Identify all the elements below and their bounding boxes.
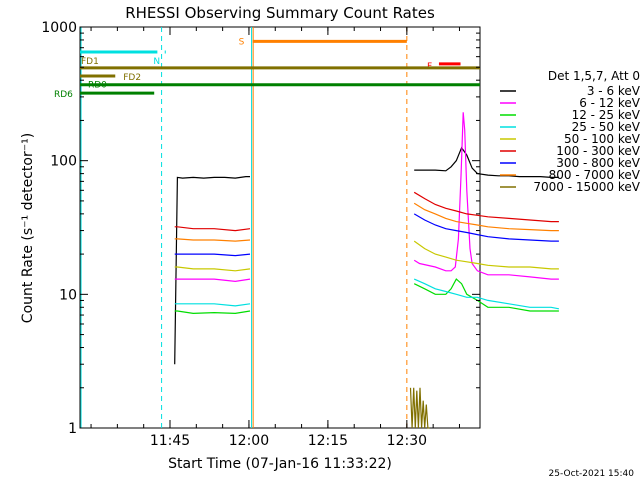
y-tick-label-1000: 1000 [41,20,77,36]
legend-entry-8: 7000 - 15000 keV [533,180,640,194]
x-tick-label-12:15: 12:15 [308,433,348,449]
interval-bars: NSFFD1FD2RD0RD6 [54,37,480,100]
plot-frame [79,26,481,429]
interval-label-s: S [239,37,245,47]
y-tick-label-1: 1 [68,421,77,437]
series-800-7000-kev-seg-1 [413,202,559,232]
series-12-25-kev-seg-1 [413,278,559,312]
series-800-7000-kev-seg-0 [174,238,251,242]
interval-label-rd6: RD6 [54,90,73,100]
series-3-6-kev-seg-0 [174,176,250,365]
series-300-800-kev-seg-1 [413,213,559,242]
x-axis-label: Start Time (07-Jan-16 11:33:22) [168,456,392,472]
series-300-800-kev-seg-0 [174,253,251,257]
x-tick-label-11:45: 11:45 [150,433,190,449]
legend-entry-4: 50 - 100 keV [564,132,640,146]
x-tick-label-12:00: 12:00 [229,433,269,449]
legend-entry-2: 12 - 25 keV [572,108,640,122]
legend-entry-7: 800 - 7000 keV [549,168,640,182]
series-lines [174,112,560,429]
legend-entry-5: 100 - 300 keV [556,144,640,158]
legend-entry-1: 6 - 12 keV [579,96,640,110]
axis-ticks: 1 10 100 1000 11:45 12:00 12:15 12:30 [41,20,480,449]
y-tick-label-10: 10 [59,287,77,303]
interval-label-rd0: RD0 [88,81,107,91]
legend-entry-0: 3 - 6 keV [587,84,640,98]
interval-label-n: N [153,57,160,67]
y-axis-label: Count Rate (s⁻¹ detector⁻¹) [20,133,36,323]
legend-entry-6: 300 - 800 keV [556,156,640,170]
x-tick-label-12:30: 12:30 [387,433,427,449]
series-25-50-kev-seg-1 [413,278,560,310]
series-25-50-kev-seg-0 [174,303,251,307]
interval-label-fd1: FD1 [81,57,99,67]
time-markers [80,27,408,428]
footer-timestamp: 25-Oct-2021 15:40 [549,469,635,479]
series-50-100-kev-seg-0 [174,266,251,272]
interval-label-fd2: FD2 [123,73,141,83]
series-100-300-kev-seg-0 [174,226,251,232]
series-3-6-kev-seg-1 [414,146,559,178]
series-100-300-kev-seg-1 [413,191,559,223]
series-7000-15000-kev-seg-0 [409,387,430,429]
series-6-12-kev-seg-1 [413,112,559,280]
series-50-100-kev-seg-1 [413,240,559,270]
legend-title: Det 1,5,7, Att 0 [548,69,640,83]
series-6-12-kev-seg-0 [174,278,251,283]
chart-title: RHESSI Observing Summary Count Rates [125,4,435,22]
series-12-25-kev-seg-0 [174,310,251,315]
legend-entry-3: 25 - 50 keV [572,120,640,134]
y-tick-label-100: 100 [50,154,77,170]
